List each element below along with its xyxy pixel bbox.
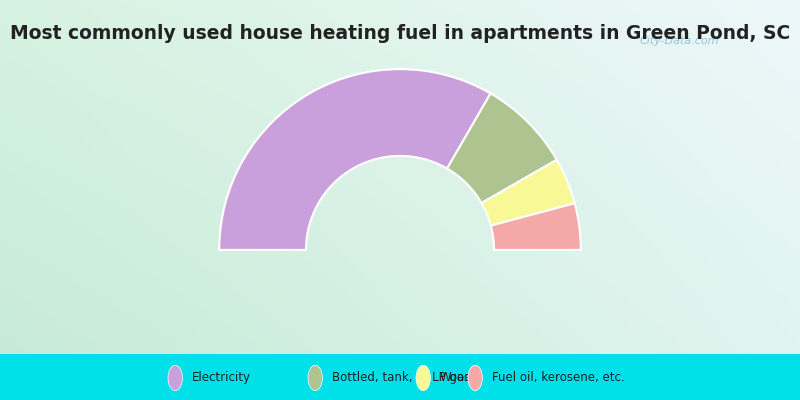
Wedge shape (219, 69, 490, 250)
Wedge shape (482, 160, 574, 226)
Ellipse shape (416, 365, 430, 390)
Text: Wood: Wood (440, 372, 473, 384)
Bar (0, 354, 800, 400)
Ellipse shape (168, 365, 182, 390)
Ellipse shape (308, 365, 322, 390)
Text: Fuel oil, kerosene, etc.: Fuel oil, kerosene, etc. (492, 372, 625, 384)
Text: Bottled, tank, or LP gas: Bottled, tank, or LP gas (332, 372, 470, 384)
Text: City-Data.com: City-Data.com (640, 36, 719, 46)
Wedge shape (491, 203, 581, 250)
Wedge shape (447, 94, 557, 203)
Ellipse shape (468, 365, 482, 390)
Text: Electricity: Electricity (192, 372, 251, 384)
Text: Most commonly used house heating fuel in apartments in Green Pond, SC: Most commonly used house heating fuel in… (10, 24, 790, 43)
